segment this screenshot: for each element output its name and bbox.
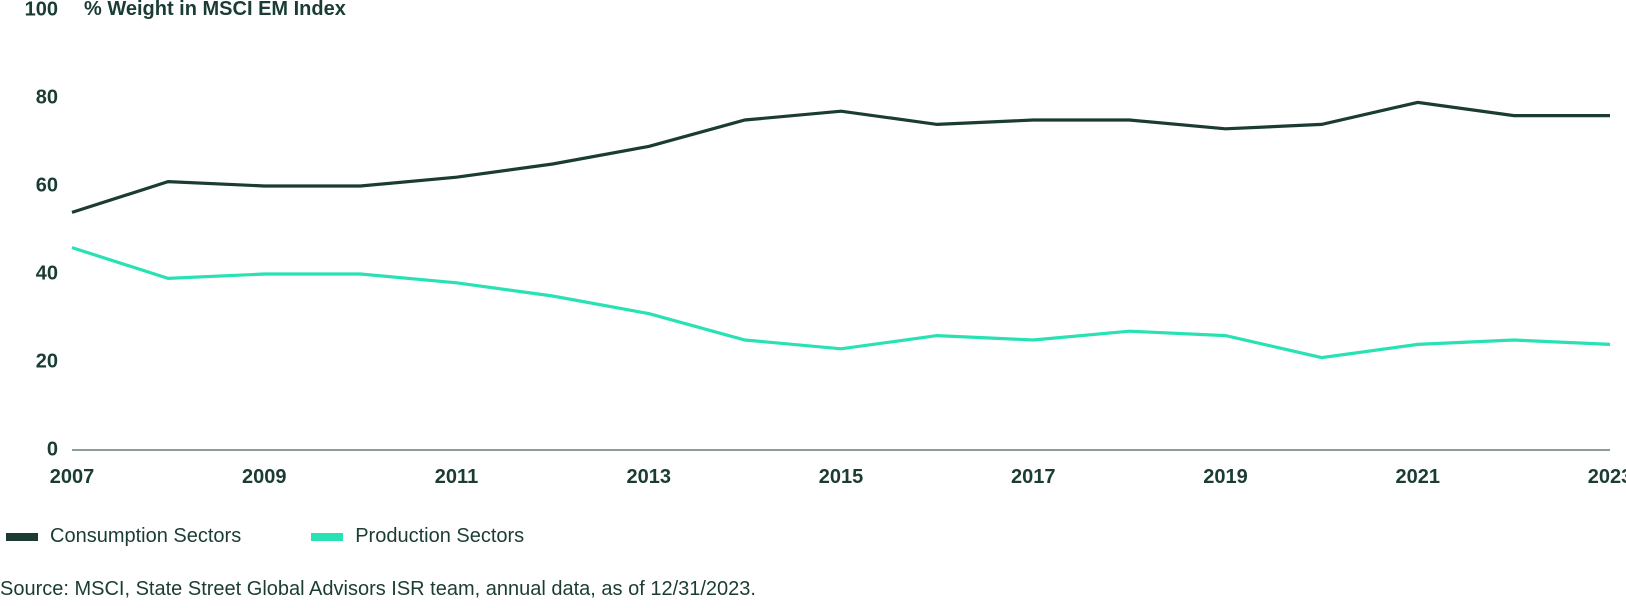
series-line (72, 102, 1610, 212)
x-tick-label: 2017 (1011, 466, 1056, 489)
plot-area (0, 0, 1626, 452)
x-tick-label: 2007 (50, 466, 95, 489)
x-tick-label: 2013 (627, 466, 672, 489)
legend: Consumption Sectors Production Sectors (6, 525, 524, 548)
x-tick-label: 2021 (1396, 466, 1441, 489)
x-tick-label: 2011 (435, 466, 478, 489)
x-tick-label: 2015 (819, 466, 864, 489)
legend-label: Production Sectors (355, 525, 524, 548)
legend-swatch (311, 533, 343, 541)
legend-swatch (6, 533, 38, 541)
legend-item: Consumption Sectors (6, 525, 241, 548)
legend-label: Consumption Sectors (50, 525, 241, 548)
chart-wrap: 020406080100 % Weight in MSCI EM Index 2… (0, 0, 1626, 608)
source-text: Source: MSCI, State Street Global Adviso… (0, 578, 756, 601)
x-tick-label: 2023 (1588, 466, 1626, 489)
x-tick-label: 2019 (1203, 466, 1248, 489)
legend-item: Production Sectors (311, 525, 524, 548)
series-line (72, 248, 1610, 358)
x-tick-label: 2009 (242, 466, 287, 489)
